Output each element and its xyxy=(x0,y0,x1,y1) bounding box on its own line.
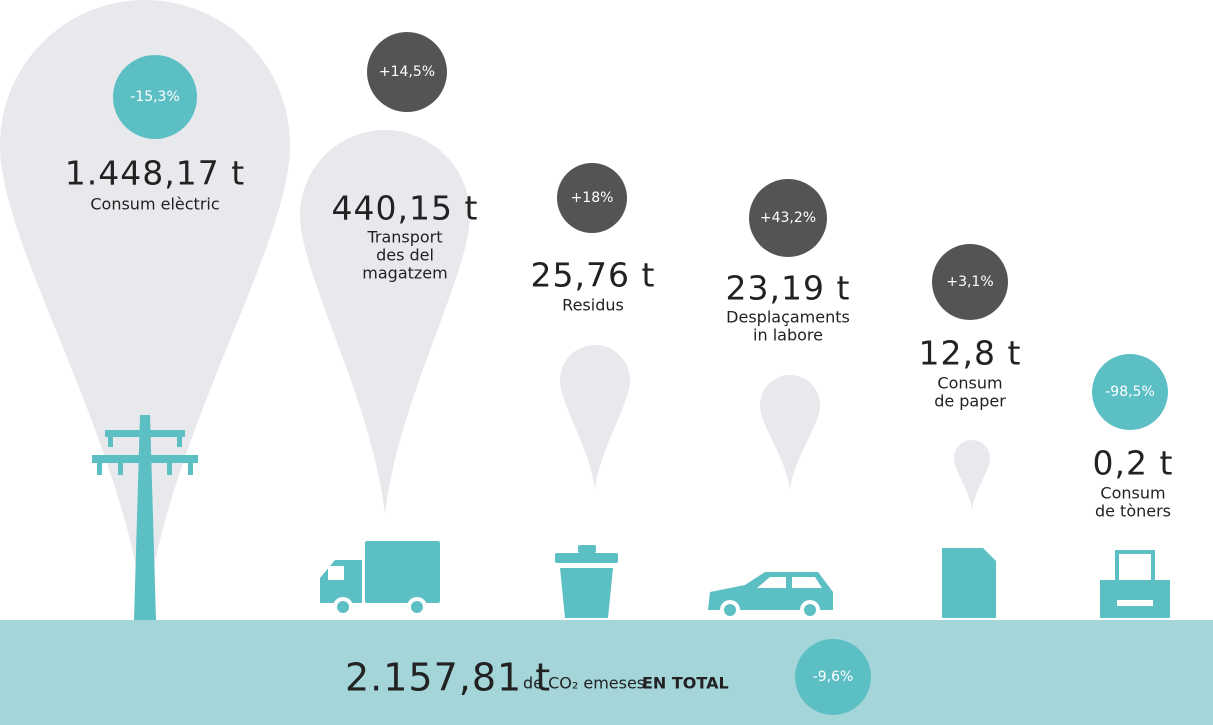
trash-icon xyxy=(555,545,618,618)
smoke xyxy=(760,375,820,490)
smoke xyxy=(954,440,990,510)
emission-value: 25,76 t xyxy=(531,256,656,295)
printer-icon xyxy=(1100,552,1170,618)
emission-label: de paper xyxy=(934,392,1006,411)
total-emphasis: EN TOTAL xyxy=(642,674,729,693)
emission-label: magatzem xyxy=(362,264,447,283)
emission-label: Residus xyxy=(562,296,624,315)
emission-label: des del xyxy=(376,246,434,265)
emission-value: 440,15 t xyxy=(332,189,479,228)
emission-label: Consum xyxy=(1100,484,1165,503)
change-label: +43,2% xyxy=(760,210,816,226)
emission-label: in labore xyxy=(753,326,823,345)
change-label: +3,1% xyxy=(946,274,993,290)
emission-value: 23,19 t xyxy=(726,269,851,308)
infographic: -15,3% 1.448,17 t Consum elèctric +14,5% 440… xyxy=(0,0,1213,725)
ground xyxy=(0,620,1213,725)
emission-label: Consum xyxy=(937,374,1002,393)
smoke xyxy=(560,345,630,490)
emission-value: 1.448,17 t xyxy=(65,154,245,193)
change-label: -15,3% xyxy=(130,89,180,105)
icons xyxy=(92,415,1170,620)
emission-value: 0,2 t xyxy=(1093,444,1174,483)
change-label: +18% xyxy=(571,190,614,206)
emission-label: de tòners xyxy=(1095,502,1171,521)
change-label: -98,5% xyxy=(1105,384,1155,400)
emission-label: Transport xyxy=(366,228,442,247)
car-icon xyxy=(708,572,833,620)
paper-icon xyxy=(942,548,996,618)
change-label: +14,5% xyxy=(379,64,435,80)
emission-value: 12,8 t xyxy=(919,334,1022,373)
truck-icon xyxy=(320,541,440,617)
total-unit: de CO₂ emeses xyxy=(523,674,645,693)
total-change: -9,6% xyxy=(813,669,854,685)
emission-label: Desplaçaments xyxy=(726,308,850,327)
emission-label: Consum elèctric xyxy=(90,195,219,214)
total-value: 2.157,81 t xyxy=(345,656,551,700)
